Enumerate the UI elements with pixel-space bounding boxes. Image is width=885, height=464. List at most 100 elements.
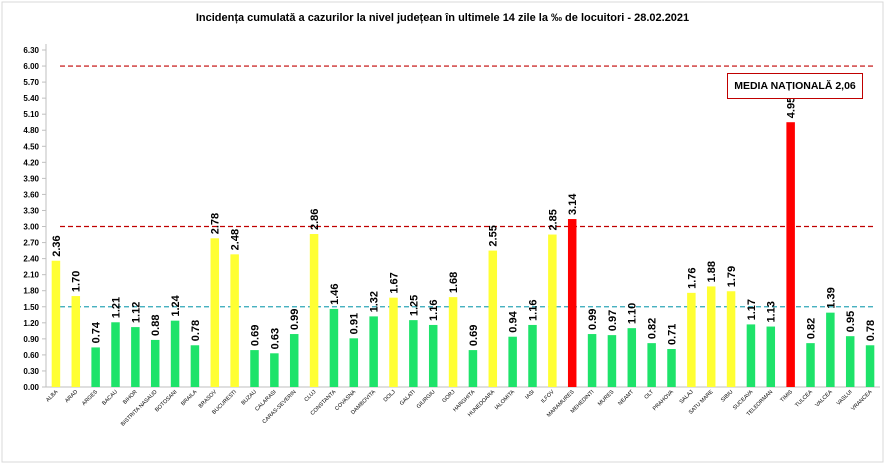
- bar: [51, 260, 61, 387]
- data-label: 0.99: [587, 309, 599, 330]
- bar: [607, 335, 617, 387]
- bar: [587, 334, 597, 387]
- category-label: PRAHOVA: [652, 389, 675, 412]
- data-label: 1.79: [726, 266, 738, 287]
- category-label: VASLUI: [836, 389, 854, 407]
- category-label: CLUJ: [304, 389, 318, 403]
- data-label: 1.17: [746, 299, 758, 320]
- bar: [488, 250, 498, 387]
- category-label: ARAD: [64, 389, 79, 404]
- bar: [766, 326, 776, 387]
- data-label: 0.69: [468, 325, 480, 346]
- y-tick-label: 0.30: [23, 367, 39, 376]
- national-average-annotation: MEDIA NAȚIONALĂ 2,06: [727, 73, 863, 99]
- category-label: IALOMITA: [494, 389, 516, 411]
- bar: [726, 291, 736, 387]
- data-label: 0.78: [865, 320, 877, 341]
- category-label: BRAILA: [180, 389, 198, 407]
- y-tick-label: 4.50: [23, 142, 39, 151]
- data-label: 2.36: [51, 235, 63, 256]
- y-tick-label: 4.80: [23, 126, 39, 135]
- category-label: VRANCEA: [850, 389, 873, 412]
- bar: [567, 219, 577, 387]
- y-tick-label: 5.10: [23, 110, 39, 119]
- data-label: 0.95: [845, 311, 857, 332]
- bar: [687, 292, 696, 387]
- data-label: 2.86: [309, 209, 321, 230]
- y-tick-label: 0.90: [23, 335, 39, 344]
- bar: [845, 336, 855, 387]
- data-label: 1.13: [766, 301, 778, 322]
- bar: [706, 286, 716, 387]
- bar: [389, 297, 398, 387]
- category-label: GALATI: [399, 389, 417, 407]
- bar: [746, 324, 756, 387]
- data-label: 1.16: [428, 300, 440, 321]
- y-tick-label: 3.30: [23, 206, 39, 215]
- bar: [230, 254, 239, 387]
- bar: [270, 353, 279, 387]
- data-label: 2.85: [547, 209, 559, 230]
- data-label: 0.88: [150, 315, 162, 336]
- category-label: BIHOR: [122, 389, 139, 406]
- category-label: MURES: [597, 389, 616, 408]
- data-label: 0.99: [289, 309, 301, 330]
- data-label: 3.14: [567, 193, 579, 215]
- data-label: 1.70: [71, 271, 83, 292]
- bar: [448, 297, 458, 387]
- bar: [528, 324, 537, 387]
- data-label: 1.16: [527, 300, 539, 321]
- bar: [865, 345, 875, 387]
- data-label: 0.71: [666, 324, 678, 345]
- y-tick-label: 6.00: [23, 62, 39, 71]
- category-label: ALBA: [45, 389, 59, 403]
- data-label: 0.94: [508, 310, 520, 332]
- bar: [508, 336, 517, 387]
- data-label: 1.68: [448, 272, 460, 293]
- data-label: 0.82: [805, 318, 817, 339]
- bar: [150, 339, 160, 387]
- bar: [289, 334, 299, 387]
- category-label: ILFOV: [540, 389, 556, 405]
- bar: [428, 324, 438, 387]
- data-label: 0.78: [190, 320, 202, 341]
- bar: [210, 238, 220, 387]
- data-label: 0.63: [269, 328, 281, 349]
- bar: [627, 328, 637, 387]
- data-label: 1.46: [329, 283, 341, 304]
- data-label: 4.95: [786, 97, 798, 118]
- data-label: 0.97: [607, 310, 619, 331]
- bar: [111, 322, 120, 387]
- category-label: BUZAU: [240, 389, 257, 406]
- y-tick-label: 1.50: [23, 303, 39, 312]
- category-label: NEAMT: [617, 389, 635, 407]
- bar: [309, 234, 319, 387]
- category-label: BACAU: [101, 389, 119, 407]
- bar: [369, 316, 378, 387]
- category-label: DOLJ: [383, 389, 397, 403]
- data-label: 1.39: [825, 287, 837, 308]
- category-label: GIURGIU: [416, 389, 437, 410]
- category-label: TULCEA: [794, 389, 814, 409]
- category-label: TIMIS: [779, 389, 794, 404]
- bar: [468, 350, 478, 387]
- category-label: GORJ: [441, 389, 456, 404]
- y-tick-label: 0.60: [23, 351, 39, 360]
- bar: [190, 345, 200, 387]
- y-tick-label: 3.60: [23, 190, 39, 199]
- y-tick-label: 4.20: [23, 158, 39, 167]
- data-label: 1.76: [686, 267, 698, 288]
- data-label: 1.10: [627, 303, 639, 324]
- y-tick-label: 2.10: [23, 271, 39, 280]
- data-label: 1.24: [170, 294, 182, 316]
- category-label: IASI: [524, 389, 536, 401]
- y-tick-label: 3.00: [23, 223, 39, 232]
- y-tick-label: 2.40: [23, 255, 39, 264]
- y-tick-label: 6.30: [23, 46, 39, 55]
- bar: [170, 320, 180, 387]
- data-label: 0.82: [647, 318, 659, 339]
- y-tick-label: 5.40: [23, 94, 39, 103]
- bar: [71, 296, 81, 387]
